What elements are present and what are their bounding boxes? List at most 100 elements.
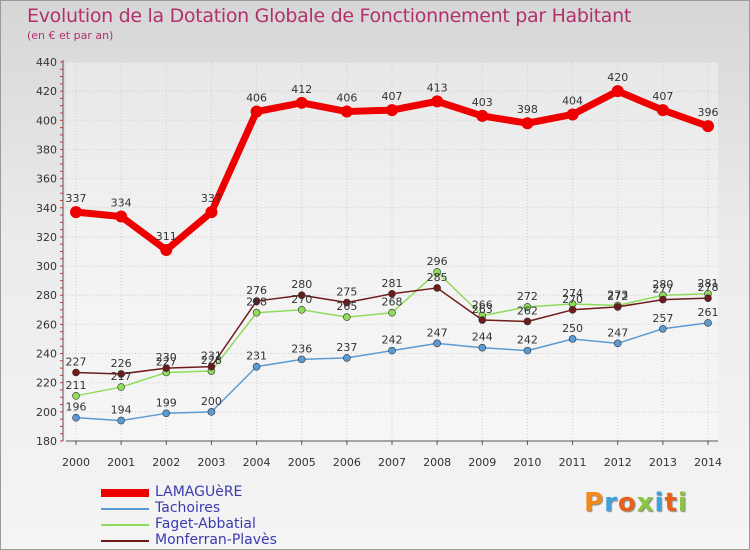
data-label: 227 xyxy=(156,355,177,368)
axes: 180 200 220 240 260 280 300 320 340 360 380 400 420 4… xyxy=(36,56,722,469)
data-label: 396 xyxy=(698,106,719,119)
data-label: 231 xyxy=(246,350,267,363)
data-point xyxy=(704,319,712,327)
data-point xyxy=(117,370,125,378)
data-labels: 196 194 199 200 231 236 237 242 247 244 242 250 247 2… xyxy=(66,71,719,416)
data-label: 406 xyxy=(246,92,267,105)
legend-item: LAMAGUèRE xyxy=(101,484,361,501)
data-label: 242 xyxy=(517,334,538,347)
data-label: 247 xyxy=(427,326,448,339)
legend-swatch-3 xyxy=(101,540,149,542)
x-tick-label: 2004 xyxy=(243,456,271,469)
y-tick-label: 180 xyxy=(36,435,57,448)
data-label: 404 xyxy=(562,94,583,107)
data-point xyxy=(297,355,306,364)
data-label: 217 xyxy=(111,370,132,383)
data-point xyxy=(207,362,216,371)
data-point xyxy=(162,364,171,372)
legend-swatch-0 xyxy=(101,489,149,497)
y-tick-label: 420 xyxy=(36,85,57,98)
data-point xyxy=(704,294,712,302)
data-point xyxy=(160,244,173,257)
data-label: 231 xyxy=(201,350,222,363)
data-label: 228 xyxy=(201,354,222,367)
data-point xyxy=(656,104,669,117)
y-tick-label: 380 xyxy=(36,143,57,156)
data-label: 199 xyxy=(156,396,177,409)
data-label: 268 xyxy=(382,296,403,309)
data-label: 270 xyxy=(562,293,583,306)
data-label: 226 xyxy=(111,357,132,370)
proxiti-logo[interactable]: Proxiti xyxy=(584,488,688,518)
data-point xyxy=(72,392,80,400)
data-point xyxy=(659,295,667,304)
data-label: 403 xyxy=(472,96,493,109)
data-point xyxy=(343,298,351,307)
data-label: 413 xyxy=(427,81,448,94)
data-label: 257 xyxy=(652,312,673,325)
data-point xyxy=(521,117,534,130)
data-label: 285 xyxy=(427,271,448,284)
y-tick-label: 320 xyxy=(36,231,57,244)
data-label: 281 xyxy=(698,277,719,290)
y-tick-label: 360 xyxy=(36,173,57,186)
x-tick-label: 2002 xyxy=(152,456,180,469)
y-tick-label: 400 xyxy=(36,114,57,127)
y-tick-label: 240 xyxy=(36,348,57,361)
data-point xyxy=(613,303,622,311)
data-point xyxy=(162,409,171,418)
data-point xyxy=(207,408,216,416)
data-label: 247 xyxy=(607,326,628,339)
data-label: 261 xyxy=(698,306,719,319)
legend-label: Faget-Abbatial xyxy=(155,516,256,532)
data-label: 270 xyxy=(291,293,312,306)
x-tick-label: 2001 xyxy=(107,456,135,469)
data-label: 242 xyxy=(382,334,403,347)
data-label: 194 xyxy=(111,404,132,417)
data-point xyxy=(252,362,261,371)
x-tick-label: 2010 xyxy=(513,456,541,469)
x-tick-label: 2011 xyxy=(559,456,587,469)
y-tick-label: 340 xyxy=(36,202,57,215)
data-point xyxy=(659,324,667,333)
x-tick-label: 2005 xyxy=(288,456,316,469)
data-label: 275 xyxy=(336,286,357,299)
y-tick-label: 300 xyxy=(36,260,57,273)
legend-label: Monferran-Plavès xyxy=(155,532,277,548)
data-point xyxy=(611,85,624,98)
data-point xyxy=(568,306,577,314)
x-tick-label: 2009 xyxy=(468,456,496,469)
data-point xyxy=(523,303,532,311)
data-label: 200 xyxy=(201,395,222,408)
legend: LAMAGUèRE Tachoires Faget-Abbatial Monfe… xyxy=(101,484,361,549)
data-point xyxy=(433,284,441,292)
data-label: 407 xyxy=(652,90,673,103)
x-tick-label: 2007 xyxy=(378,456,406,469)
data-label: 337 xyxy=(201,192,222,205)
legend-item: Faget-Abbatial xyxy=(101,516,361,533)
data-point xyxy=(388,308,396,317)
data-point xyxy=(343,313,351,321)
data-point xyxy=(117,416,125,425)
data-label: 211 xyxy=(66,379,87,392)
data-label: 296 xyxy=(427,255,448,268)
x-tick-label: 2000 xyxy=(62,456,90,469)
data-label: 274 xyxy=(562,287,583,300)
data-label: 280 xyxy=(291,278,312,291)
data-point xyxy=(431,95,444,108)
series-layer xyxy=(70,85,714,425)
data-label: 272 xyxy=(607,290,628,303)
data-point xyxy=(252,297,261,305)
data-label: 398 xyxy=(517,103,538,116)
x-tick-label: 2003 xyxy=(197,456,225,469)
x-tick-label: 2012 xyxy=(604,456,632,469)
legend-item: Monferran-Plavès xyxy=(101,532,361,549)
data-point xyxy=(386,104,398,117)
data-label: 262 xyxy=(517,304,538,317)
legend-label: Tachoires xyxy=(155,500,221,516)
data-label: 337 xyxy=(66,192,87,205)
data-label: 281 xyxy=(382,277,403,290)
data-point xyxy=(388,346,396,355)
data-label: 412 xyxy=(291,83,312,96)
